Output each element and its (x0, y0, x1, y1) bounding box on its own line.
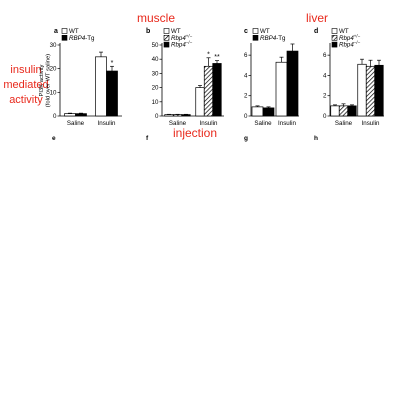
legend-swatch (331, 28, 338, 34)
y-tick-label: 50 (152, 42, 159, 49)
x-tick-label: Saline (169, 120, 187, 127)
bar (64, 113, 76, 117)
x-tick-label: Insulin (278, 120, 296, 127)
panel-letter-b: b (146, 28, 150, 35)
y-tick-label: 30 (152, 70, 159, 77)
y-tick-label: 2 (244, 93, 248, 100)
legend-label: Rbp4+/− (339, 33, 361, 41)
y-tick-label: 0 (155, 113, 159, 120)
legend-swatch (331, 34, 338, 41)
next-panel-letter-g: g (244, 135, 248, 142)
legend-label: Rbp4−/− (171, 40, 193, 48)
bar (181, 114, 191, 117)
y-tick-label: 0 (323, 113, 327, 120)
next-panel-letter-h: h (314, 135, 318, 142)
bar (251, 106, 264, 117)
legend-label: RBP4-Tg (69, 35, 95, 42)
legend-label: WT (339, 28, 349, 35)
y-tick-label: 20 (152, 85, 159, 92)
next-panel-letter-f: f (146, 135, 149, 142)
bar (338, 105, 349, 117)
legend-label: WT (260, 28, 270, 35)
side-annotation-line-1: insulin (10, 64, 42, 76)
legend-swatch (61, 28, 68, 34)
panel-a: a 0 10 20 30 PI3K activity(fold over WT salin… (39, 28, 122, 127)
x-tick-label: Insulin (98, 120, 116, 127)
bar (195, 87, 205, 117)
x-tick-label: Saline (335, 120, 353, 127)
y-tick-label: 10 (152, 99, 159, 106)
next-panel-letter-e: e (52, 135, 56, 142)
x-tick-label: Saline (67, 120, 85, 127)
y-tick-label: 30 (50, 42, 57, 49)
y-tick-label: 4 (323, 72, 327, 79)
panel-letter-d: d (314, 28, 318, 35)
legend-label: WT (69, 28, 79, 35)
bar (164, 114, 174, 117)
legend-label: Rbp4−/− (339, 40, 361, 48)
y-tick-label: 6 (323, 52, 327, 59)
bar (286, 50, 299, 117)
y-tick-label: 2 (323, 93, 327, 100)
bar (106, 70, 118, 117)
bar (262, 107, 275, 117)
legend-swatch (163, 41, 170, 48)
bar (365, 65, 376, 117)
bar (347, 105, 357, 117)
legend-swatch (163, 34, 170, 41)
x-tick-label: Insulin (200, 120, 218, 127)
bar (95, 56, 107, 117)
y-tick-label: 40 (152, 56, 159, 63)
significance-mark: ** (214, 54, 220, 61)
y-tick-label: 0 (53, 113, 57, 120)
y-tick-label: 4 (244, 72, 248, 79)
y-tick-label: 0 (244, 113, 248, 120)
significance-mark: * (111, 60, 114, 67)
y-axis-label: PI3K activity(fold over WT saline) (39, 54, 52, 107)
bar (357, 63, 367, 117)
legend-label: Rbp4+/− (171, 33, 193, 41)
y-tick-label: 20 (50, 66, 57, 73)
liver-annotation: liver (306, 11, 329, 25)
bar (75, 113, 87, 117)
bar (275, 61, 288, 117)
bar (212, 63, 222, 117)
bar (374, 64, 384, 117)
x-tick-label: Saline (254, 120, 272, 127)
bar (330, 105, 340, 117)
panel-letter-c: c (244, 28, 248, 35)
legend-swatch (61, 34, 68, 41)
legend-label: WT (171, 28, 181, 35)
panel-letter-a: a (54, 28, 58, 35)
legend-swatch (252, 34, 259, 41)
y-tick-label: 6 (244, 52, 248, 59)
significance-mark: * (207, 51, 210, 58)
bar (203, 65, 214, 117)
legend-swatch (163, 28, 170, 34)
y-tick-label: 10 (50, 89, 57, 96)
injection-annotation: injection (173, 126, 218, 140)
legend-label: RBP4-Tg (260, 35, 286, 42)
bar (172, 114, 183, 117)
muscle-annotation: muscle (137, 11, 176, 25)
side-annotation: insulin mediated activity (0, 63, 52, 108)
legend-swatch (252, 28, 259, 34)
legend-swatch (331, 41, 338, 48)
x-tick-label: Insulin (362, 120, 380, 127)
side-annotation-line-2: mediated (3, 79, 49, 91)
side-annotation-line-3: activity (9, 94, 43, 106)
